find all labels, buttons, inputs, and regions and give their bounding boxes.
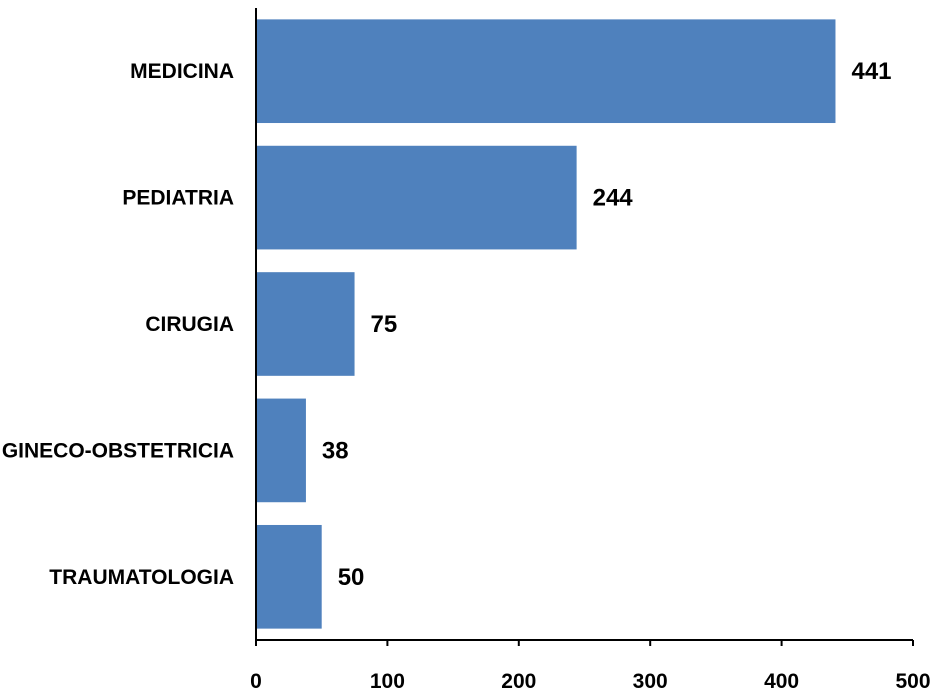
category-label-pediatria: PEDIATRIA [122,187,234,210]
x-tick-label: 400 [764,670,799,693]
value-labels-group: 441 244 75 38 50 [322,58,892,591]
axes-group [255,8,913,641]
x-tick-label: 0 [250,670,262,693]
category-label-cirugia: CIRUGIA [145,313,234,336]
bar-pediatria [256,145,577,250]
category-labels-group: MEDICINA PEDIATRIA CIRUGIA GINECO-OBSTETRIC… [2,60,234,589]
bar-traumatologia [256,524,322,629]
category-label-medicina: MEDICINA [130,60,234,83]
x-tick-label: 200 [501,670,536,693]
x-tick-label: 100 [370,670,405,693]
bars-group [256,19,836,629]
x-tick-label: 300 [633,670,668,693]
x-tick-label: 500 [895,670,930,693]
bar-medicina [256,19,836,124]
data-label-pediatria: 244 [593,185,634,212]
data-label-cirugia: 75 [371,311,398,338]
bar-gineco-obstetricia [256,398,306,503]
data-label-medicina: 441 [851,58,891,85]
bar-cirugia [256,272,355,376]
data-label-gineco-obstetricia: 38 [322,437,349,464]
data-label-traumatologia: 50 [338,564,365,591]
category-label-traumatologia: TRAUMATOLOGIA [49,566,234,589]
x-ticks-group: 0 100 200 300 400 500 [250,640,931,693]
category-label-gineco-obstetricia: GINECO-OBSTETRICIA [2,439,234,462]
